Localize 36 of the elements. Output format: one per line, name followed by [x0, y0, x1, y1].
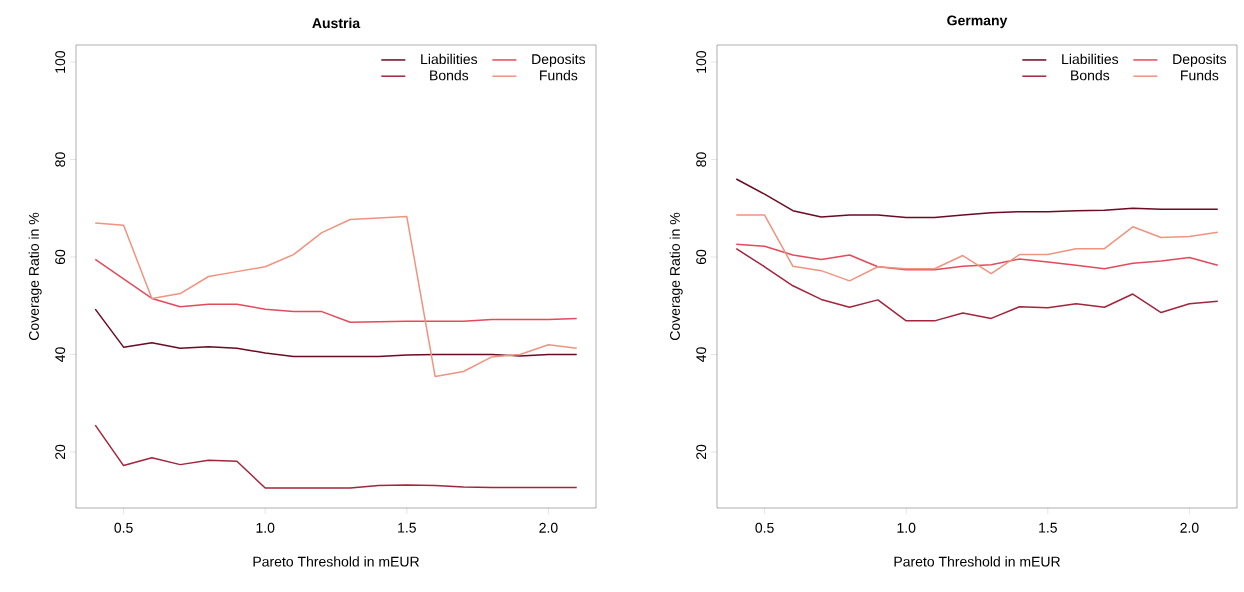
x-tick-label: 1.5: [1039, 522, 1057, 533]
line-series: [735, 247, 1219, 322]
legend-label: Bonds: [430, 70, 469, 81]
line-series: [94, 215, 578, 378]
y-axis-title: Coverage Ratio in %: [28, 212, 42, 340]
y-tick-label: 80: [55, 152, 66, 167]
legend-label: Liabilities: [421, 53, 478, 65]
x-tick-label: 0.5: [114, 522, 133, 533]
line-series: [735, 243, 1219, 271]
y-tick-label: 80: [696, 152, 707, 167]
x-tick-label: 1.5: [398, 522, 416, 533]
x-axis-title: Pareto Threshold in mEUR: [894, 556, 1060, 567]
y-tick-label: 60: [696, 249, 707, 265]
line-series: [735, 214, 1219, 282]
x-axis-title: Pareto Threshold in mEUR: [253, 556, 419, 567]
y-tick-label: 100: [696, 50, 707, 73]
y-tick-label: 40: [55, 347, 66, 362]
legend-label: Funds: [540, 70, 578, 81]
y-tick-label: 40: [696, 347, 707, 362]
x-tick-label: 0.5: [755, 522, 774, 533]
legend-label: Funds: [1181, 70, 1219, 81]
x-tick-label: 1.0: [897, 522, 916, 533]
x-tick-label: 2.0: [1180, 522, 1199, 533]
legend-label: Bonds: [1071, 70, 1110, 81]
y-axis-title: Coverage Ratio in %: [669, 212, 683, 340]
y-tick-label: 60: [55, 249, 66, 265]
legend-label: Deposits: [1173, 53, 1227, 67]
chart-title: Austria: [312, 17, 361, 29]
chart-title: Germany: [947, 15, 1008, 29]
y-tick-label: 20: [696, 444, 707, 460]
legend-label: Liabilities: [1062, 53, 1119, 65]
legend-label: Deposits: [532, 53, 586, 67]
y-tick-label: 20: [55, 444, 66, 460]
x-tick-label: 2.0: [539, 522, 558, 533]
y-tick-label: 100: [55, 50, 66, 73]
x-tick-label: 1.0: [256, 522, 275, 533]
